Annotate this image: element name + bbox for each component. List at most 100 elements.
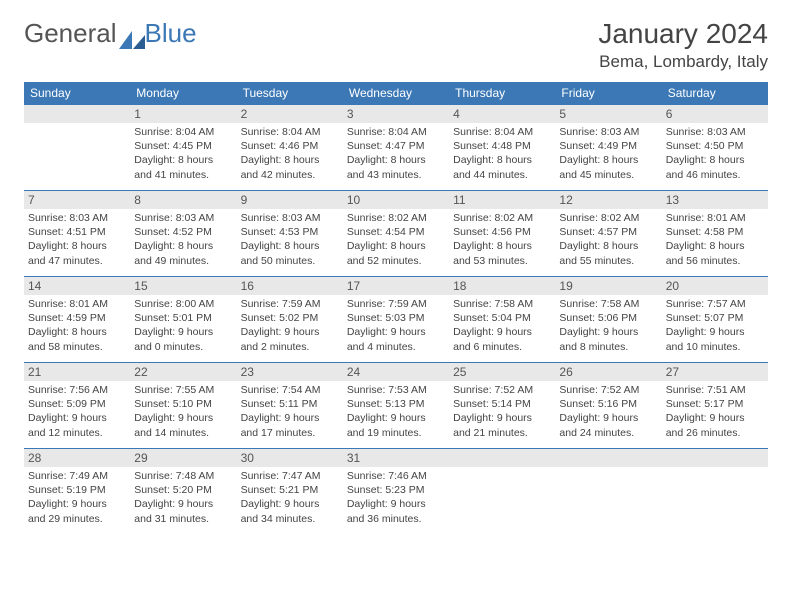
sunrise-line: Sunrise: 7:52 AM xyxy=(453,383,551,397)
day-number: 22 xyxy=(130,363,236,381)
cell-body xyxy=(662,467,768,527)
calendar-cell: 16Sunrise: 7:59 AMSunset: 5:02 PMDayligh… xyxy=(237,277,343,363)
cell-body: Sunrise: 7:46 AMSunset: 5:23 PMDaylight:… xyxy=(343,467,449,530)
day-number: 2 xyxy=(237,105,343,123)
daylight-line: Daylight: 8 hours and 47 minutes. xyxy=(28,239,126,267)
day-number: 15 xyxy=(130,277,236,295)
sunset-line: Sunset: 5:16 PM xyxy=(559,397,657,411)
sunset-line: Sunset: 4:58 PM xyxy=(666,225,764,239)
sunrise-line: Sunrise: 8:00 AM xyxy=(134,297,232,311)
sunrise-line: Sunrise: 8:03 AM xyxy=(134,211,232,225)
cell-body: Sunrise: 8:02 AMSunset: 4:54 PMDaylight:… xyxy=(343,209,449,272)
day-number: 14 xyxy=(24,277,130,295)
header: General Blue January 2024 Bema, Lombardy… xyxy=(24,18,768,72)
day-header: Wednesday xyxy=(343,82,449,105)
sunrise-line: Sunrise: 8:04 AM xyxy=(453,125,551,139)
daylight-line: Daylight: 9 hours and 36 minutes. xyxy=(347,497,445,525)
daylight-line: Daylight: 9 hours and 26 minutes. xyxy=(666,411,764,439)
sunrise-line: Sunrise: 7:56 AM xyxy=(28,383,126,397)
day-number: 23 xyxy=(237,363,343,381)
sunset-line: Sunset: 5:23 PM xyxy=(347,483,445,497)
daylight-line: Daylight: 9 hours and 19 minutes. xyxy=(347,411,445,439)
cell-body: Sunrise: 7:57 AMSunset: 5:07 PMDaylight:… xyxy=(662,295,768,358)
calendar-row: 7Sunrise: 8:03 AMSunset: 4:51 PMDaylight… xyxy=(24,191,768,277)
sunset-line: Sunset: 5:13 PM xyxy=(347,397,445,411)
calendar-cell: 28Sunrise: 7:49 AMSunset: 5:19 PMDayligh… xyxy=(24,449,130,535)
day-number: 7 xyxy=(24,191,130,209)
sunset-line: Sunset: 5:09 PM xyxy=(28,397,126,411)
title-block: January 2024 Bema, Lombardy, Italy xyxy=(598,18,768,72)
sunrise-line: Sunrise: 7:58 AM xyxy=(559,297,657,311)
sunset-line: Sunset: 4:54 PM xyxy=(347,225,445,239)
cell-body: Sunrise: 7:54 AMSunset: 5:11 PMDaylight:… xyxy=(237,381,343,444)
day-number: 12 xyxy=(555,191,661,209)
calendar-cell: 20Sunrise: 7:57 AMSunset: 5:07 PMDayligh… xyxy=(662,277,768,363)
calendar-cell: 23Sunrise: 7:54 AMSunset: 5:11 PMDayligh… xyxy=(237,363,343,449)
day-number: 5 xyxy=(555,105,661,123)
calendar-cell: 27Sunrise: 7:51 AMSunset: 5:17 PMDayligh… xyxy=(662,363,768,449)
calendar-cell: 4Sunrise: 8:04 AMSunset: 4:48 PMDaylight… xyxy=(449,105,555,191)
day-number: 28 xyxy=(24,449,130,467)
day-number: 24 xyxy=(343,363,449,381)
sunrise-line: Sunrise: 8:01 AM xyxy=(666,211,764,225)
location: Bema, Lombardy, Italy xyxy=(598,52,768,72)
calendar-row: 14Sunrise: 8:01 AMSunset: 4:59 PMDayligh… xyxy=(24,277,768,363)
cell-body xyxy=(449,467,555,527)
calendar-cell: 26Sunrise: 7:52 AMSunset: 5:16 PMDayligh… xyxy=(555,363,661,449)
cell-body: Sunrise: 7:58 AMSunset: 5:06 PMDaylight:… xyxy=(555,295,661,358)
cell-body: Sunrise: 8:04 AMSunset: 4:48 PMDaylight:… xyxy=(449,123,555,186)
calendar-cell: 24Sunrise: 7:53 AMSunset: 5:13 PMDayligh… xyxy=(343,363,449,449)
cell-body: Sunrise: 7:53 AMSunset: 5:13 PMDaylight:… xyxy=(343,381,449,444)
cell-body: Sunrise: 7:58 AMSunset: 5:04 PMDaylight:… xyxy=(449,295,555,358)
sunrise-line: Sunrise: 8:01 AM xyxy=(28,297,126,311)
sunset-line: Sunset: 5:19 PM xyxy=(28,483,126,497)
sunrise-line: Sunrise: 7:47 AM xyxy=(241,469,339,483)
calendar-cell: 18Sunrise: 7:58 AMSunset: 5:04 PMDayligh… xyxy=(449,277,555,363)
sunrise-line: Sunrise: 7:57 AM xyxy=(666,297,764,311)
daylight-line: Daylight: 8 hours and 42 minutes. xyxy=(241,153,339,181)
daylight-line: Daylight: 8 hours and 55 minutes. xyxy=(559,239,657,267)
day-header: Sunday xyxy=(24,82,130,105)
daylight-line: Daylight: 8 hours and 56 minutes. xyxy=(666,239,764,267)
sunset-line: Sunset: 5:17 PM xyxy=(666,397,764,411)
cell-body: Sunrise: 8:03 AMSunset: 4:49 PMDaylight:… xyxy=(555,123,661,186)
day-number: 16 xyxy=(237,277,343,295)
daylight-line: Daylight: 8 hours and 53 minutes. xyxy=(453,239,551,267)
calendar-cell: 30Sunrise: 7:47 AMSunset: 5:21 PMDayligh… xyxy=(237,449,343,535)
day-number: 18 xyxy=(449,277,555,295)
cell-body xyxy=(555,467,661,527)
day-number xyxy=(662,449,768,467)
sunrise-line: Sunrise: 7:48 AM xyxy=(134,469,232,483)
day-header: Monday xyxy=(130,82,236,105)
sunset-line: Sunset: 4:57 PM xyxy=(559,225,657,239)
sunrise-line: Sunrise: 7:54 AM xyxy=(241,383,339,397)
calendar-header-row: SundayMondayTuesdayWednesdayThursdayFrid… xyxy=(24,82,768,105)
sunrise-line: Sunrise: 8:03 AM xyxy=(666,125,764,139)
cell-body: Sunrise: 8:01 AMSunset: 4:58 PMDaylight:… xyxy=(662,209,768,272)
sunrise-line: Sunrise: 8:02 AM xyxy=(559,211,657,225)
cell-body: Sunrise: 8:02 AMSunset: 4:57 PMDaylight:… xyxy=(555,209,661,272)
sunrise-line: Sunrise: 7:49 AM xyxy=(28,469,126,483)
daylight-line: Daylight: 8 hours and 50 minutes. xyxy=(241,239,339,267)
cell-body: Sunrise: 8:03 AMSunset: 4:53 PMDaylight:… xyxy=(237,209,343,272)
sunset-line: Sunset: 5:14 PM xyxy=(453,397,551,411)
sunset-line: Sunset: 4:50 PM xyxy=(666,139,764,153)
cell-body: Sunrise: 8:04 AMSunset: 4:47 PMDaylight:… xyxy=(343,123,449,186)
sunset-line: Sunset: 5:11 PM xyxy=(241,397,339,411)
logo-sail-icon xyxy=(119,25,145,43)
cell-body xyxy=(24,123,130,183)
calendar-cell: 1Sunrise: 8:04 AMSunset: 4:45 PMDaylight… xyxy=(130,105,236,191)
sunrise-line: Sunrise: 7:59 AM xyxy=(241,297,339,311)
sunrise-line: Sunrise: 8:02 AM xyxy=(347,211,445,225)
daylight-line: Daylight: 9 hours and 10 minutes. xyxy=(666,325,764,353)
calendar-cell xyxy=(449,449,555,535)
sunset-line: Sunset: 4:52 PM xyxy=(134,225,232,239)
day-number: 9 xyxy=(237,191,343,209)
daylight-line: Daylight: 9 hours and 17 minutes. xyxy=(241,411,339,439)
calendar-cell: 6Sunrise: 8:03 AMSunset: 4:50 PMDaylight… xyxy=(662,105,768,191)
cell-body: Sunrise: 7:48 AMSunset: 5:20 PMDaylight:… xyxy=(130,467,236,530)
daylight-line: Daylight: 8 hours and 43 minutes. xyxy=(347,153,445,181)
day-number: 25 xyxy=(449,363,555,381)
day-number: 8 xyxy=(130,191,236,209)
day-number: 20 xyxy=(662,277,768,295)
